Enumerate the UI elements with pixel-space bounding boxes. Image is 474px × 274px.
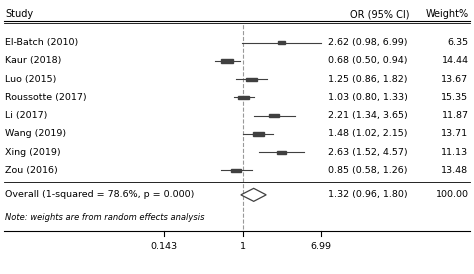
Text: Wang (2019): Wang (2019) [6, 129, 66, 138]
Text: 2.62 (0.98, 6.99): 2.62 (0.98, 6.99) [328, 38, 408, 47]
Text: 1.48 (1.02, 2.15): 1.48 (1.02, 2.15) [328, 129, 408, 138]
Polygon shape [241, 188, 266, 201]
FancyBboxPatch shape [238, 96, 249, 99]
Text: Roussotte (2017): Roussotte (2017) [6, 93, 87, 102]
Text: 1: 1 [239, 241, 246, 250]
Text: Weight%: Weight% [425, 9, 468, 19]
FancyBboxPatch shape [231, 169, 241, 172]
FancyBboxPatch shape [277, 151, 286, 154]
Text: 0.143: 0.143 [151, 241, 178, 250]
Text: 11.87: 11.87 [441, 111, 468, 120]
Text: Xing (2019): Xing (2019) [6, 148, 61, 157]
Text: 0.85 (0.58, 1.26): 0.85 (0.58, 1.26) [328, 166, 408, 175]
Text: 2.21 (1.34, 3.65): 2.21 (1.34, 3.65) [328, 111, 408, 120]
FancyBboxPatch shape [246, 78, 257, 81]
Text: 1.32 (0.96, 1.80): 1.32 (0.96, 1.80) [328, 190, 408, 199]
Text: Kaur (2018): Kaur (2018) [6, 56, 62, 65]
Text: Note: weights are from random effects analysis: Note: weights are from random effects an… [6, 213, 205, 222]
Text: 13.71: 13.71 [441, 129, 468, 138]
Text: OR (95% CI): OR (95% CI) [350, 9, 410, 19]
Text: Study: Study [6, 9, 34, 19]
Text: El-Batch (2010): El-Batch (2010) [6, 38, 79, 47]
Text: Li (2017): Li (2017) [6, 111, 48, 120]
Text: 15.35: 15.35 [441, 93, 468, 102]
Text: 0.68 (0.50, 0.94): 0.68 (0.50, 0.94) [328, 56, 408, 65]
Text: 11.13: 11.13 [441, 148, 468, 157]
FancyBboxPatch shape [278, 41, 285, 44]
FancyBboxPatch shape [253, 132, 264, 136]
Text: 6.35: 6.35 [447, 38, 468, 47]
Text: Zou (2016): Zou (2016) [6, 166, 58, 175]
Text: 6.99: 6.99 [310, 241, 331, 250]
Text: Overall (1-squared = 78.6%, p = 0.000): Overall (1-squared = 78.6%, p = 0.000) [6, 190, 195, 199]
Text: 13.48: 13.48 [441, 166, 468, 175]
FancyBboxPatch shape [221, 59, 233, 62]
FancyBboxPatch shape [269, 114, 280, 117]
Text: 1.25 (0.86, 1.82): 1.25 (0.86, 1.82) [328, 75, 408, 84]
Text: 13.67: 13.67 [441, 75, 468, 84]
Text: 14.44: 14.44 [441, 56, 468, 65]
Text: 100.00: 100.00 [436, 190, 468, 199]
Text: 2.63 (1.52, 4.57): 2.63 (1.52, 4.57) [328, 148, 408, 157]
Text: 1.03 (0.80, 1.33): 1.03 (0.80, 1.33) [328, 93, 408, 102]
Text: Luo (2015): Luo (2015) [6, 75, 57, 84]
